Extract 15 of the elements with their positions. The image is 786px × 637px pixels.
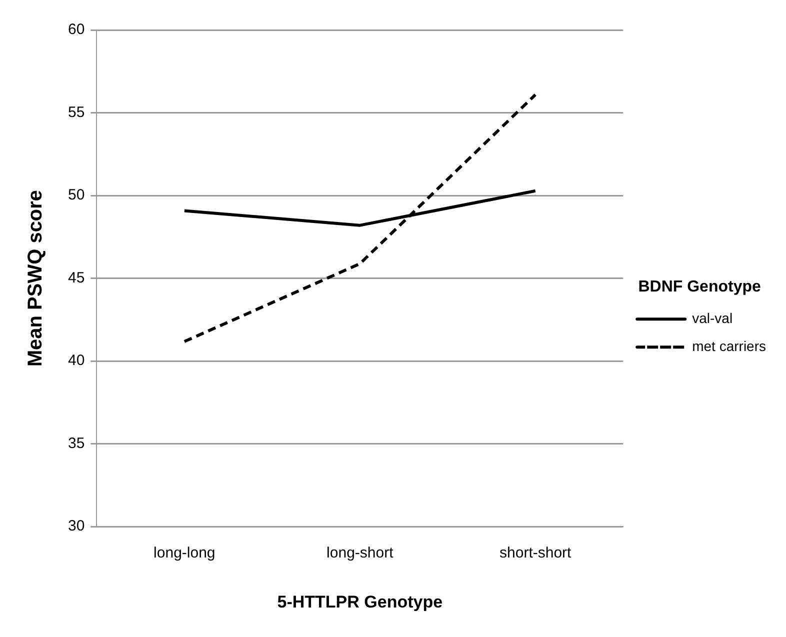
y-tick-label: 50 — [68, 186, 85, 204]
x-tick-label: long-long — [154, 544, 216, 562]
y-tick-label: 60 — [68, 21, 85, 38]
x-tick-label: long-short — [326, 544, 394, 562]
y-tick-label: 35 — [68, 434, 85, 452]
legend-label: val-val — [692, 310, 733, 326]
y-tick-label: 45 — [68, 269, 85, 286]
legend-label: met carriers — [692, 338, 766, 354]
y-axis-title: Mean PSWQ score — [24, 190, 47, 367]
y-tick-label: 30 — [68, 518, 85, 535]
x-axis-title: 5-HTTLPR Genotype — [277, 592, 443, 612]
x-tick-label: short-short — [500, 544, 572, 562]
y-tick-label: 40 — [68, 352, 85, 370]
y-tick-label: 55 — [68, 104, 85, 121]
legend-title: BDNF Genotype — [638, 278, 761, 296]
